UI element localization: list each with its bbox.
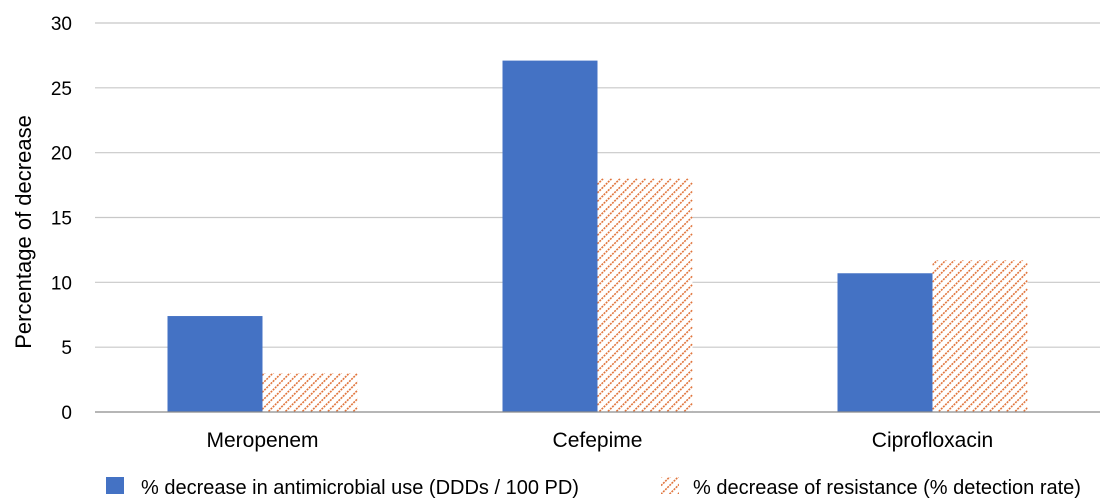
bar-resistance-cefepime [597,178,693,412]
x-category-label: Cefepime [553,429,643,452]
y-tick-label: 25 [51,79,72,100]
y-axis-ticks: 0 5 10 15 20 25 30 [51,14,72,424]
y-tick-label: 20 [51,144,72,165]
legend-swatch-resistance [661,477,679,494]
legend: % decrease in antimicrobial use (DDDs / … [106,477,1081,499]
legend-label-use: % decrease in antimicrobial use (DDDs / … [141,477,579,499]
bars [167,60,1028,412]
y-tick-label: 30 [51,14,72,35]
y-tick-label: 5 [61,338,72,359]
y-axis-label: Percentage of decrease [11,115,36,349]
bar-use-cefepime [502,60,598,412]
bar-resistance-ciprofloxacin [932,260,1028,412]
bar-use-meropenem [167,316,263,412]
x-category-label: Meropenem [206,429,318,452]
x-axis-categories: Meropenem Cefepime Ciprofloxacin [206,429,993,452]
y-tick-label: 0 [61,403,72,424]
legend-label-resistance: % decrease of resistance (% detection ra… [693,477,1081,499]
y-tick-label: 15 [51,209,72,230]
y-tick-label: 10 [51,273,72,294]
bar-resistance-meropenem [262,373,358,412]
legend-swatch-use [106,477,124,494]
bar-use-ciprofloxacin [837,273,933,412]
x-category-label: Ciprofloxacin [872,429,993,452]
